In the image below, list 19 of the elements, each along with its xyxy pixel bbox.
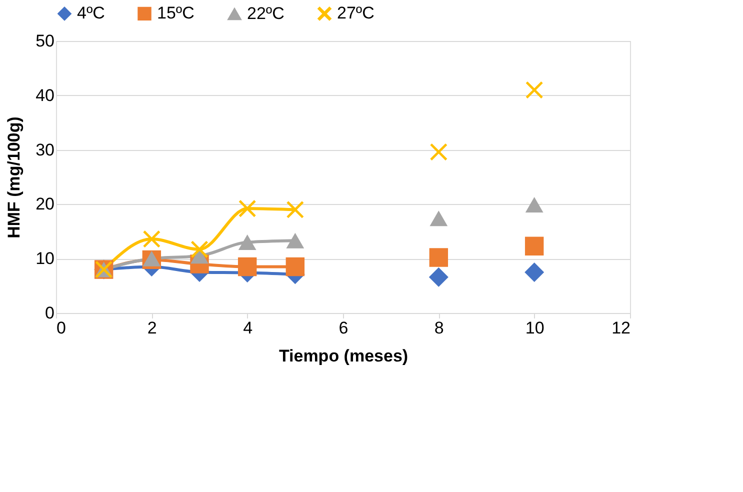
y-tick-label: 20 — [36, 194, 54, 214]
legend-label: 4ºC — [77, 4, 105, 23]
x-tick-label: 8 — [434, 318, 444, 338]
y-tick-label: 30 — [36, 140, 54, 160]
x-tick-label: 6 — [338, 318, 348, 338]
legend-label: 15ºC — [157, 4, 194, 23]
y-tick-label: 0 — [45, 304, 54, 322]
y-tick-label: 10 — [36, 249, 54, 268]
y-tick-label: 40 — [36, 86, 54, 105]
x-tick-label: 2 — [147, 318, 157, 338]
y-tick-label: 50 — [36, 32, 54, 50]
legend-label: 22ºC — [247, 4, 284, 24]
x-tick-label: 12 — [612, 318, 630, 338]
legend-label: 27ºC — [337, 4, 374, 23]
x-tick-label: 0 — [56, 318, 66, 338]
x-tick-label: 4 — [243, 318, 253, 338]
y-axis-title: HMF (mg/100g) — [4, 116, 24, 238]
x-tick-label: 10 — [525, 318, 544, 338]
x-axis-title: Tiempo (meses) — [278, 346, 408, 366]
